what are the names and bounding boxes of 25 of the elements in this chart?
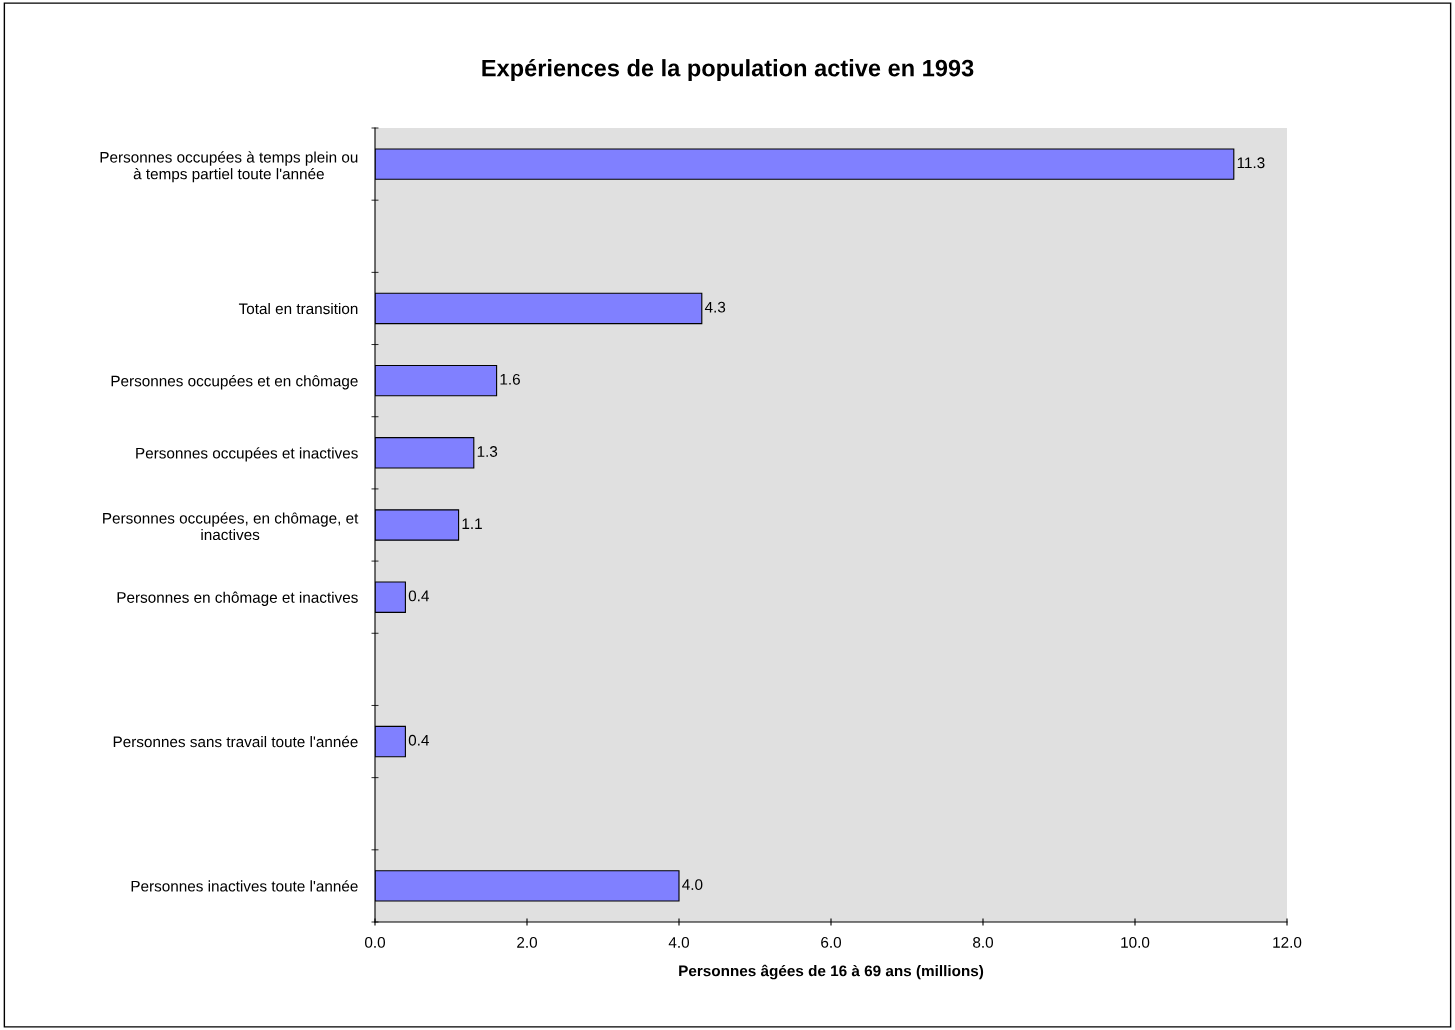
y-tick-label: Personnes occupées à temps plein ou à temps partiel toute l'année: [100, 151, 358, 183]
y-tick-label: Personnes sans travail toute l'année: [113, 735, 358, 748]
data-label: 4.0: [682, 879, 703, 891]
x-tick-label: 2.0: [517, 936, 538, 948]
y-tick-label: Personnes occupées et inactives: [136, 447, 358, 462]
x-tick-label: 8.0: [973, 936, 994, 948]
data-label: 4.3: [704, 301, 726, 313]
data-label: 0.4: [408, 590, 429, 602]
y-tick-label: Personnes en chômage et inactives: [117, 591, 358, 606]
data-label: 1.3: [477, 446, 498, 457]
data-label: 0.4: [408, 734, 429, 746]
x-tick-label: 6.0: [821, 936, 842, 948]
y-tick-label: Total en transition: [238, 302, 358, 315]
y-tick-label: Personnes occupées et en chômage: [111, 375, 358, 390]
x-tick-label: 0.0: [364, 936, 386, 948]
x-tick-label: 10.0: [1121, 936, 1150, 948]
data-label: 11.3: [1237, 157, 1265, 169]
y-tick-label: Personnes occupées, en chômage, et inactives: [103, 512, 359, 541]
x-tick-label: 4.0: [668, 936, 690, 948]
y-tick-label: Personnes inactives toute l'année: [131, 880, 358, 892]
data-label: 1.1: [462, 518, 482, 529]
x-tick-label: 12.0: [1273, 936, 1302, 948]
data-label: 1.6: [500, 373, 520, 385]
x-axis-title: Personnes âgées de 16 à 69 ans (millions): [679, 964, 984, 980]
chart-title: Expériences de la population active en 1993: [482, 58, 974, 82]
